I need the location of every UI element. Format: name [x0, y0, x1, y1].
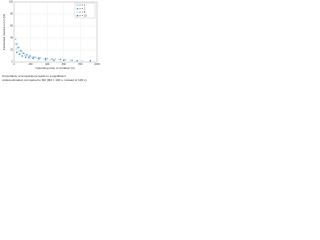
y-tick-label: 20	[10, 49, 13, 52]
point	[59, 58, 62, 61]
point	[20, 52, 22, 55]
point	[38, 58, 40, 60]
point	[28, 55, 31, 57]
legend-swatch	[76, 14, 79, 17]
legend-label: n = 10	[80, 13, 88, 17]
point	[27, 55, 29, 58]
point	[34, 56, 37, 58]
point	[23, 54, 26, 57]
point	[33, 56, 35, 58]
point	[32, 57, 34, 60]
point	[89, 60, 92, 62]
point	[69, 59, 72, 61]
point	[58, 58, 60, 61]
point	[38, 57, 40, 59]
x-tick-label: 600	[62, 63, 67, 66]
point	[49, 58, 52, 61]
point	[53, 59, 55, 61]
point	[17, 50, 20, 52]
legend-label: n = 2	[80, 6, 86, 10]
point	[36, 57, 39, 60]
point	[71, 59, 73, 61]
point	[19, 49, 22, 52]
legend-label: n = 5	[80, 10, 86, 14]
legend-swatch	[76, 4, 79, 7]
point	[24, 56, 27, 58]
point	[14, 38, 17, 40]
chart: Estimated relative error (%) Operating t…	[2, 1, 100, 82]
point	[46, 57, 48, 60]
x-axis-label: Operating time or duration (s)	[35, 66, 74, 70]
x-tick-label: 400	[45, 63, 50, 66]
point	[76, 60, 78, 62]
point	[81, 60, 83, 62]
point	[15, 43, 17, 45]
point	[63, 59, 65, 61]
x-tick-label: 0	[13, 63, 15, 66]
y-tick-label: 0	[12, 61, 14, 64]
point	[25, 54, 28, 56]
y-axis-label: Estimated relative error (%)	[2, 14, 6, 51]
y-tick-label: 100	[9, 1, 14, 4]
y-tick-label: 60	[10, 25, 13, 28]
point	[64, 58, 67, 61]
x-tick-label: 800	[78, 63, 83, 66]
x-tick-label: 200	[29, 63, 34, 66]
caption-line: underestimation compared to t90 (t90 = 1…	[2, 78, 86, 82]
y-tick-label: 40	[10, 37, 13, 40]
x-tick-label: 1000	[94, 63, 100, 66]
point	[39, 57, 42, 59]
point	[18, 53, 21, 55]
point	[21, 55, 24, 57]
point	[54, 58, 57, 60]
legend-swatch	[76, 11, 79, 14]
point	[28, 57, 30, 59]
point	[22, 52, 24, 54]
caption-line: Uncertainty of temperature leads to a si…	[2, 74, 66, 78]
point	[31, 56, 34, 58]
legend-box	[74, 2, 96, 19]
legend-label: n = 1	[80, 3, 86, 7]
point	[16, 51, 18, 54]
point	[51, 58, 53, 60]
point	[42, 58, 44, 60]
point	[17, 46, 19, 49]
legend-swatch	[76, 7, 79, 10]
point	[44, 57, 47, 60]
point	[15, 48, 18, 50]
point	[16, 43, 19, 45]
y-tick-label: 80	[10, 13, 13, 16]
point	[44, 58, 47, 61]
